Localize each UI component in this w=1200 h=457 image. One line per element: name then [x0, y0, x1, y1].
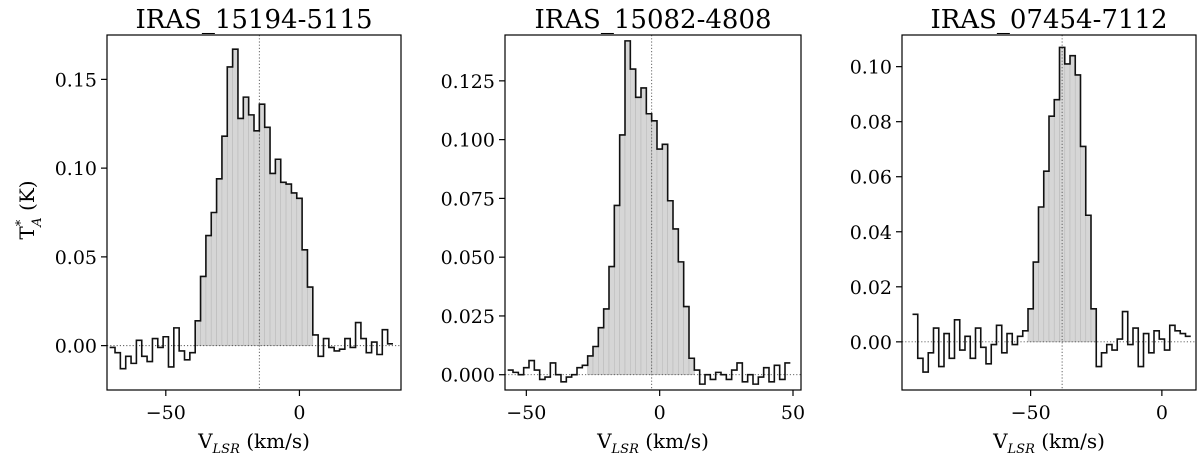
fill-bin	[259, 103, 265, 346]
fill-bin	[307, 286, 314, 346]
fill-bin	[269, 173, 276, 346]
panel-iras-15082-4808: −50 0 50 0.000 0.025 0.050 0.075 0.100 0.125 IRAS…	[441, 5, 806, 457]
fill-bin	[656, 148, 663, 376]
fill-bin	[1064, 63, 1071, 343]
x-tick-label: 0	[293, 402, 305, 424]
y-tick-label: 0.15	[55, 69, 97, 91]
panel-title: IRAS_07454-7112	[930, 5, 1167, 35]
axes-frame	[901, 34, 1197, 391]
y-tick-label: 0.00	[850, 332, 892, 354]
y-tick-label: 0.125	[441, 71, 495, 93]
fill-bin	[614, 205, 620, 376]
fill-bin	[253, 130, 260, 346]
x-tick-label: 50	[781, 402, 805, 424]
fill-bin	[216, 178, 223, 346]
spectrum-step-line	[507, 40, 791, 385]
y-tick-label: 0.100	[441, 130, 495, 152]
y-tick-label: 0.000	[441, 365, 495, 387]
y-tick-label: 0.050	[441, 247, 495, 269]
x-tick-label: 0	[654, 402, 666, 424]
fill-bin	[630, 68, 636, 376]
y-tick-label: 0.04	[850, 222, 892, 244]
panel-title: IRAS_15194-5115	[135, 5, 372, 35]
fill-bin	[264, 127, 271, 346]
line-fill	[1027, 47, 1097, 343]
fill-bin	[296, 198, 303, 346]
x-axis-label-main: V	[596, 429, 612, 453]
panel-iras-15194-5115: −50 0 0.00 0.05 0.10 0.15 IRAS_15194-5115 VLSR …	[55, 5, 402, 457]
x-axis-label-sub: LSR	[212, 442, 241, 457]
fill-bin	[678, 261, 684, 376]
fill-bin	[1053, 99, 1060, 343]
x-axis-label-main: V	[197, 429, 213, 453]
fill-bin	[243, 96, 249, 346]
x-axis-label: VLSR (km/s)	[992, 429, 1105, 457]
fill-bin	[635, 97, 642, 376]
fill-bin	[226, 66, 233, 346]
panel-iras-07454-7112: −50 0 0.00 0.02 0.04 0.06 0.08 0.10 IRAS_07454-7…	[850, 5, 1197, 457]
fill-bin	[291, 192, 298, 346]
fill-bin	[598, 327, 604, 376]
y-tick-label: 0.00	[55, 336, 97, 358]
x-axis-label-sub: LSR	[1007, 442, 1036, 457]
x-tick-label: −50	[506, 402, 546, 424]
fill-bin	[237, 118, 244, 346]
panel-title: IRAS_15082-4808	[534, 5, 771, 35]
fill-bin	[646, 113, 652, 376]
axes-frame	[106, 34, 402, 391]
line-fill	[194, 48, 314, 346]
fill-bin	[248, 114, 255, 346]
fill-bin	[662, 144, 668, 376]
y-axis-label: T*A (K)	[14, 180, 45, 239]
fill-bin	[1069, 55, 1076, 343]
x-axis-label: VLSR (km/s)	[596, 429, 709, 457]
fill-bin	[280, 182, 287, 346]
y-tick-label: 0.05	[55, 247, 97, 269]
y-tick-label: 0.02	[850, 277, 892, 299]
spectrum-step-line	[912, 46, 1191, 373]
x-tick-label: 0	[1156, 402, 1168, 424]
line-fill	[587, 40, 695, 376]
spectrum-step-line	[109, 48, 393, 370]
fill-bin	[285, 183, 292, 346]
x-axis-label-main: V	[992, 429, 1008, 453]
x-tick-label: −50	[1011, 402, 1051, 424]
fill-bin	[640, 87, 647, 376]
y-tick-label: 0.08	[850, 112, 892, 134]
y-tick-label: 0.10	[55, 158, 97, 180]
fill-bin	[194, 320, 201, 346]
y-tick-label: 0.10	[850, 57, 892, 79]
x-axis-label-sub: LSR	[611, 442, 640, 457]
x-axis-label-unit: (km/s)	[639, 429, 709, 453]
y-tick-label: 0.025	[441, 306, 495, 328]
x-tick-label: −50	[146, 402, 186, 424]
fill-bin	[205, 235, 212, 346]
axes-frame	[504, 34, 802, 391]
fill-bin	[651, 120, 658, 376]
y-tick-label: 0.075	[441, 188, 495, 210]
x-axis-label-unit: (km/s)	[1035, 429, 1105, 453]
x-axis-label: VLSR (km/s)	[197, 429, 310, 457]
x-axis-label-unit: (km/s)	[240, 429, 310, 453]
y-tick-label: 0.06	[850, 167, 892, 189]
fill-bin	[275, 158, 282, 346]
